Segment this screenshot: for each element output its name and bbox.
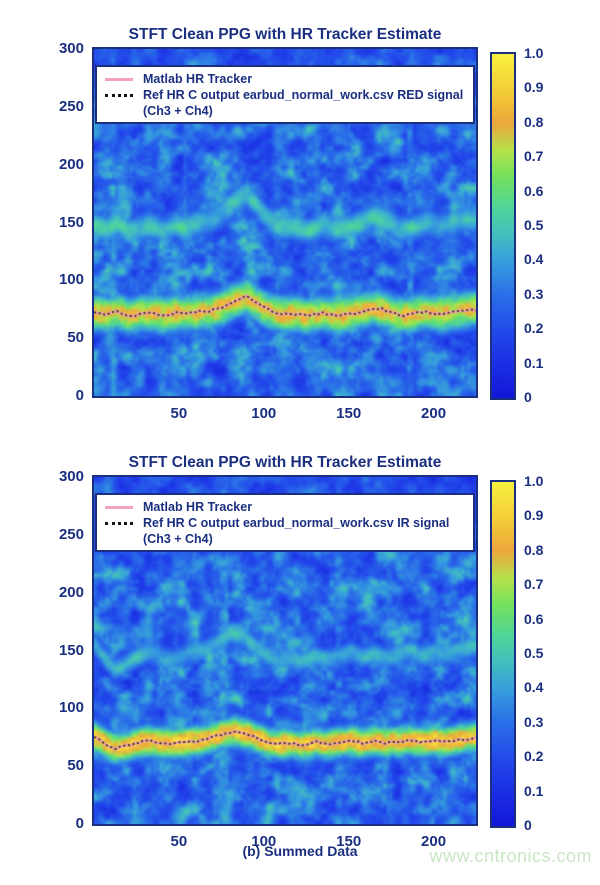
y-tick-label: 0	[75, 387, 84, 404]
watermark: www.cntronics.com	[429, 846, 592, 866]
colorbar-tick-label: 0.8	[524, 113, 544, 130]
y-tick-label: 50	[67, 329, 84, 347]
legend-entry-hr-tracker: Matlab HR Tracker	[105, 499, 465, 515]
y-tick-label: 0	[75, 815, 84, 832]
pink-line-sample-icon	[105, 505, 133, 509]
legend-entry-ref-hr: Ref HR C output earbud_normal_work.csv R…	[105, 87, 465, 103]
colorbar-tick-label: 0.1	[524, 782, 544, 799]
pink-line-sample-icon	[105, 77, 133, 81]
y-tick-label: 50	[67, 757, 84, 775]
chart-legend: Matlab HR Tracker Ref HR C output earbud…	[95, 493, 475, 552]
colorbar-tick-label: 0.9	[524, 507, 544, 524]
colorbar-tick-label: 0.7	[524, 148, 544, 165]
y-tick-label: 300	[58, 468, 84, 485]
y-tick-label: 150	[58, 213, 84, 231]
colorbar-tick-label: 0.6	[524, 610, 544, 627]
colorbar-tick-label: 0.9	[524, 79, 544, 96]
x-tick-label: 150	[336, 833, 362, 850]
colorbar-tick-label: 0.5	[524, 645, 544, 661]
y-tick-label: 300	[58, 40, 84, 57]
x-tick-label: 50	[170, 405, 188, 422]
legend-entry-ref-hr: Ref HR C output earbud_normal_work.csv I…	[105, 515, 465, 531]
x-tick-label: 100	[251, 405, 277, 422]
y-tick-label: 200	[58, 583, 84, 601]
x-tick-label: 150	[336, 405, 362, 422]
legend-entry-ref-hr-continuation: (Ch3 + Ch4)	[105, 103, 465, 119]
colorbar-tick-label: 0.4	[524, 679, 544, 696]
chart-legend: Matlab HR Tracker Ref HR C output earbud…	[95, 65, 475, 124]
colorbar-tick-label: 0.8	[524, 541, 544, 558]
legend-label-hr-tracker: Matlab HR Tracker	[143, 500, 253, 514]
colorbar	[490, 480, 516, 828]
colorbar-tick-label: 0.2	[524, 320, 544, 337]
dotted-line-sample-icon	[105, 93, 133, 97]
colorbar-tick-label: 0.6	[524, 182, 544, 199]
colorbar-tick-label: 0	[524, 817, 532, 833]
legend-label-ref-hr-cont: (Ch3 + Ch4)	[143, 532, 213, 546]
figure-caption: (b) Summed Data	[242, 843, 358, 859]
stft-chart-red-signal: STFT Clean PPG with HR Tracker Estimate …	[0, 0, 600, 428]
y-tick-label: 100	[58, 699, 84, 717]
y-tick-label: 250	[58, 525, 84, 543]
colorbar-tick-label: 1.0	[524, 473, 544, 489]
colorbar-tick-label: 0.4	[524, 251, 544, 268]
legend-entry-hr-tracker: Matlab HR Tracker	[105, 71, 465, 87]
x-tick-label: 200	[421, 833, 447, 850]
y-tick-label: 250	[58, 97, 84, 115]
legend-label-hr-tracker: Matlab HR Tracker	[143, 72, 253, 86]
x-tick-label: 200	[421, 405, 447, 422]
legend-label-ref-hr-cont: (Ch3 + Ch4)	[143, 104, 213, 118]
colorbar-tick-label: 1.0	[524, 45, 544, 61]
colorbar-tick-label: 0.3	[524, 285, 544, 302]
colorbar-tick-label: 0.5	[524, 217, 544, 233]
x-tick-label: 100	[251, 833, 277, 850]
stft-chart-ir-signal: STFT Clean PPG with HR Tracker Estimate …	[0, 428, 600, 856]
x-tick-label: 50	[170, 833, 188, 850]
colorbar-tick-label: 0.1	[524, 354, 544, 371]
plot-frame: Matlab HR Tracker Ref HR C output earbud…	[92, 47, 478, 398]
chart-title: STFT Clean PPG with HR Tracker Estimate	[128, 26, 442, 43]
plot-frame: Matlab HR Tracker Ref HR C output earbud…	[92, 475, 478, 826]
legend-label-ref-hr: Ref HR C output earbud_normal_work.csv I…	[143, 516, 450, 530]
chart-title: STFT Clean PPG with HR Tracker Estimate	[128, 454, 442, 471]
y-tick-label: 150	[58, 641, 84, 659]
y-tick-label: 100	[58, 271, 84, 289]
colorbar-tick-label: 0.2	[524, 748, 544, 765]
legend-label-ref-hr: Ref HR C output earbud_normal_work.csv R…	[143, 88, 464, 102]
y-tick-label: 200	[58, 155, 84, 173]
dotted-line-sample-icon	[105, 521, 133, 525]
colorbar-tick-label: 0.7	[524, 576, 544, 593]
colorbar-tick-label: 0	[524, 389, 532, 405]
colorbar-tick-label: 0.3	[524, 713, 544, 730]
legend-entry-ref-hr-continuation: (Ch3 + Ch4)	[105, 531, 465, 547]
colorbar	[490, 52, 516, 400]
